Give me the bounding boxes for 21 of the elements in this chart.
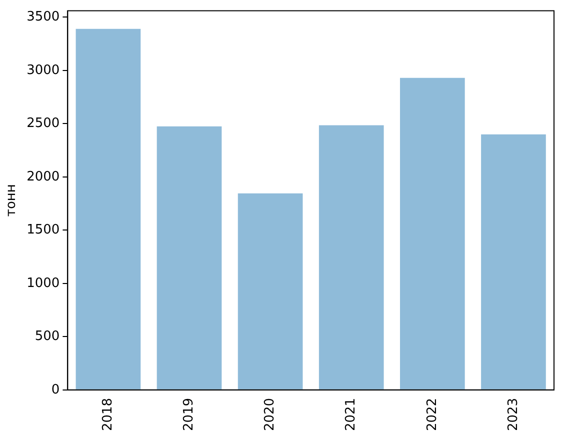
x-tick-label: 2021: [344, 398, 359, 432]
y-tick-label: 500: [34, 329, 60, 344]
y-tick-label: 2500: [26, 116, 60, 132]
y-tick-label: 3000: [26, 62, 60, 78]
y-tick-label: 3500: [26, 10, 60, 25]
y-axis-title: тонн: [4, 184, 20, 217]
bar: [156, 126, 222, 390]
bar: [238, 193, 303, 390]
bar: [400, 78, 465, 390]
x-tick-label: 2023: [506, 398, 521, 432]
x-tick-label: 2018: [100, 398, 116, 432]
y-tick-label: 1500: [26, 222, 60, 238]
y-tick-label: 1000: [26, 276, 60, 291]
x-tick-label: 2019: [182, 398, 197, 432]
bar: [318, 125, 384, 390]
bar: [76, 28, 141, 390]
x-tick-label: 2022: [424, 398, 440, 432]
y-tick-label: 2000: [26, 169, 60, 184]
x-tick-label: 2020: [262, 398, 278, 432]
bar: [481, 134, 546, 390]
y-tick-label: 0: [51, 382, 60, 398]
